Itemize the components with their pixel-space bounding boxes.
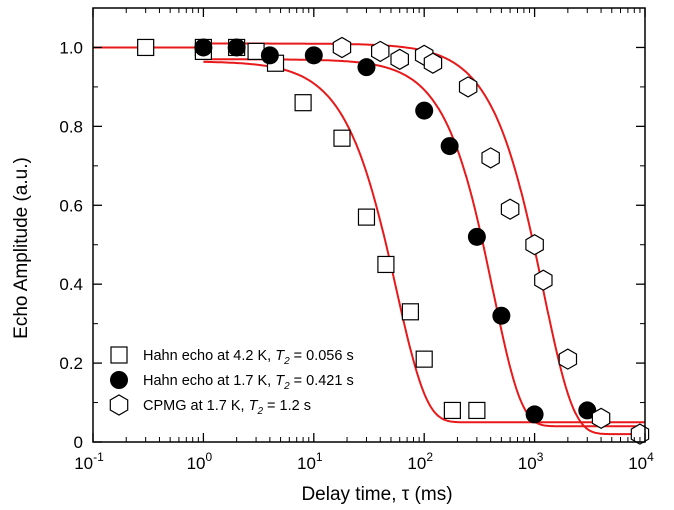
data-point-hexagon-open [390,48,409,70]
plot-frame [92,7,646,443]
data-point-hexagon-open [525,234,544,256]
data-point-hexagon-open [481,147,500,169]
data-point-square-open [443,401,461,420]
data-point-square-open [377,255,395,274]
data-point-circle-filled [492,306,511,325]
data-point-square-open [401,303,420,321]
legend-marker-circle-filled [110,371,128,389]
y-tick-label: 0.8 [59,117,83,136]
data-point-circle-filled [227,38,246,57]
y-tick-label: 0 [74,433,83,452]
data-point-hexagon-open [558,348,578,370]
y-tick-label: 0.4 [59,275,83,294]
legend-entry-label: Hahn echo at 4.2 K, T2 = 0.056 s [143,348,354,367]
data-point-square-open [415,350,433,368]
data-point-hexagon-open [534,269,553,291]
data-point-circle-filled [304,46,323,65]
data-point-circle-filled [415,101,434,120]
data-point-circle-filled [440,137,459,156]
data-point-hexagon-open [500,198,520,220]
data-point-square-open [333,129,351,147]
data-point-square-open [468,401,486,420]
data-point-hexagon-open [591,407,611,429]
data-point-hexagon-open [423,52,443,74]
data-point-circle-filled [525,405,544,424]
x-tick-label: 104 [628,450,654,473]
legend-entry-label: CPMG at 1.7 K, T2 = 1.2 s [143,398,311,417]
x-tick-label: 101 [297,450,323,473]
data-point-square-open [357,208,376,226]
y-tick-label: 0.6 [59,196,83,215]
data-point-hexagon-open [458,76,478,98]
legend-entry-label: Hahn echo at 1.7 K, T2 = 0.421 s [143,373,354,392]
data-point-circle-filled [578,401,597,420]
legend: Hahn echo at 4.2 K, T2 = 0.056 s Hahn ech… [109,346,354,417]
data-point-circle-filled [357,58,376,77]
x-tick-label: 102 [407,450,433,473]
y-tick-label: 1.0 [59,38,83,57]
data-point-circle-filled [467,227,486,246]
data-point-circle-filled [260,46,279,65]
data-point-square-open [294,94,312,112]
y-axis-label: Echo Amplitude (a.u.) [11,157,32,339]
data-point-hexagon-open [332,36,352,59]
data-point-hexagon-open [371,40,390,63]
legend-marker-hexagon-open [109,394,129,416]
y-tick-label: 0.2 [59,354,83,373]
x-axis-label: Delay time, τ (ms) [301,484,452,505]
data-markers [137,36,650,445]
x-tick-label: 10-1 [74,450,104,473]
axis-ticks [92,7,646,443]
tick-labels: 10-1 100 101 102 103 104 0 0.2 0.4 0.6 0.8 1.0 [59,38,654,473]
x-tick-label: 103 [518,450,544,473]
data-point-circle-filled [194,38,213,57]
x-tick-label: 100 [187,450,213,473]
data-point-square-open [137,38,155,57]
legend-marker-square-open [110,346,128,364]
